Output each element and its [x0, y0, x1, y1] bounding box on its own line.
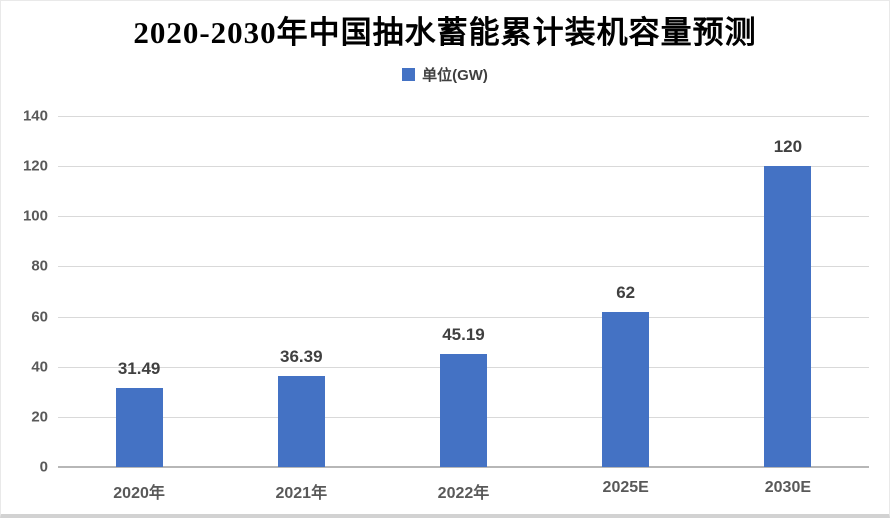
legend: 单位(GW) [1, 64, 889, 85]
x-axis-label: 2020年 [113, 485, 165, 502]
bar [277, 375, 325, 467]
gridline [58, 316, 869, 318]
legend-swatch-icon [402, 68, 416, 81]
y-tick-label: 20 [31, 408, 48, 426]
y-tick-label: 120 [22, 157, 48, 175]
chart-title: 2020-2030年中国抽水蓄能累计装机容量预测 [133, 15, 757, 50]
x-axis-label: 2021年 [275, 485, 328, 502]
gridline [58, 116, 869, 117]
y-tick-label: 80 [31, 257, 48, 275]
bar-value-label: 45.19 [442, 324, 485, 344]
y-tick-label: 0 [39, 458, 48, 476]
bar-value-label: 31.49 [117, 359, 161, 379]
bar-value-label: 62 [616, 282, 636, 302]
gridline [58, 166, 869, 168]
gridline [58, 266, 869, 268]
plot-area: 0 20 40 60 80 100 120 140 31.49 2020年 36.39 2021年 45… [23, 108, 869, 502]
bar [440, 353, 487, 467]
x-axis-label: 2025E [602, 479, 649, 496]
bar [764, 166, 812, 467]
x-axis-label: 2022年 [437, 485, 490, 502]
y-tick-label: 100 [22, 207, 48, 225]
y-tick-label: 140 [22, 107, 48, 125]
gridline [58, 216, 869, 218]
bar [115, 388, 163, 467]
y-tick-label: 60 [31, 308, 48, 326]
legend-label: 单位(GW) [422, 67, 488, 84]
bar-value-label: 120 [773, 137, 803, 157]
y-tick-label: 40 [31, 358, 48, 376]
bar-value-label: 36.39 [280, 346, 323, 366]
bar [602, 311, 650, 467]
x-axis-label: 2030E [764, 479, 812, 496]
x-axis-line [58, 466, 869, 468]
